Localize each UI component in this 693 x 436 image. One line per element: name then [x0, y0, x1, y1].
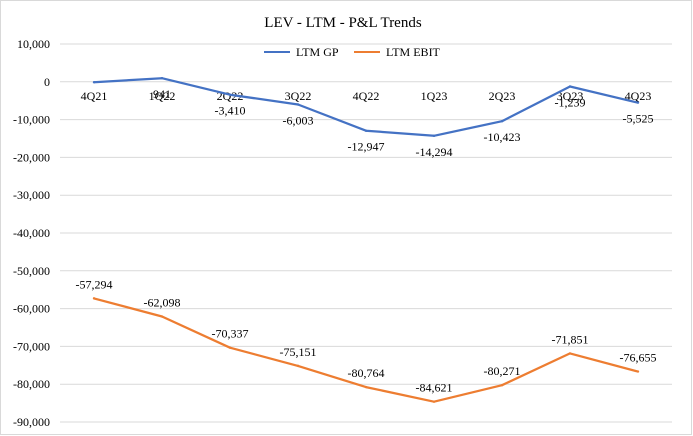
data-point [500, 119, 504, 123]
data-point [228, 93, 232, 96]
y-axis-ticks: 10,000 0 -10,000 -20,000 -30,000 -40,000 -50,0… [13, 37, 50, 429]
x-tick-label: 3Q22 [285, 89, 312, 103]
data-point [568, 352, 572, 355]
y-tick-label: -70,000 [13, 339, 50, 353]
data-point [568, 85, 572, 88]
y-tick-label: -30,000 [13, 188, 50, 202]
data-label: -62,098 [144, 296, 181, 310]
x-tick-label: 1Q22 [149, 89, 176, 103]
data-label: -5,525 [623, 112, 654, 126]
data-label: -6,003 [283, 113, 314, 127]
data-point [364, 385, 368, 389]
data-label: -80,764 [348, 366, 385, 380]
x-tick-label: 2Q23 [489, 89, 516, 103]
data-label: -70,337 [212, 327, 249, 341]
chart-title: LEV - LTM - P&L Trends [264, 15, 422, 31]
data-point [500, 384, 504, 387]
legend: LTM GP LTM EBIT [264, 45, 441, 59]
data-label: -3,410 [215, 104, 246, 118]
data-label: -14,294 [416, 145, 453, 159]
data-point [432, 400, 436, 403]
x-tick-label: 4Q21 [81, 89, 108, 103]
y-tick-label: -40,000 [13, 226, 50, 240]
y-tick-label: -80,000 [13, 377, 50, 391]
data-label: -71,851 [552, 332, 589, 346]
legend-label-ltm-gp: LTM GP [296, 45, 339, 59]
y-tick-label: 10,000 [17, 37, 50, 51]
data-label: -57,294 [76, 277, 113, 291]
data-point [636, 370, 640, 373]
data-label: 941 [153, 87, 171, 101]
data-labels: 941 -3,410 -6,003 -12,947 -14,294 -10,423 -1,2… [76, 87, 657, 394]
data-label: -12,947 [348, 140, 385, 154]
x-tick-label: 4Q23 [625, 89, 652, 103]
data-point [296, 103, 300, 106]
data-point [92, 81, 96, 84]
data-label: -1,239 [555, 95, 586, 109]
x-tick-label: 4Q22 [353, 89, 380, 103]
data-label: -76,655 [620, 351, 657, 365]
data-point [160, 315, 164, 318]
data-point [432, 134, 436, 138]
data-label: -80,271 [484, 364, 521, 378]
series-lines [92, 77, 640, 403]
data-point [92, 297, 96, 300]
x-tick-label: 1Q23 [421, 89, 448, 103]
gridlines [60, 43, 672, 423]
data-label: -84,621 [416, 381, 453, 395]
y-tick-label: -90,000 [13, 415, 50, 429]
y-tick-label: -10,000 [13, 113, 50, 127]
y-tick-label: -60,000 [13, 302, 50, 316]
data-point [636, 101, 640, 104]
data-point [364, 129, 368, 132]
y-tick-label: -20,000 [13, 150, 50, 164]
data-label: -10,423 [484, 130, 521, 144]
data-point [296, 364, 300, 368]
legend-label-ltm-ebit: LTM EBIT [386, 45, 441, 59]
data-label: -75,151 [280, 345, 317, 359]
data-point [160, 77, 164, 80]
y-tick-label: -50,000 [13, 264, 50, 278]
y-tick-label: 0 [44, 75, 50, 89]
x-tick-label: 3Q23 [557, 89, 584, 103]
data-point [228, 346, 232, 349]
